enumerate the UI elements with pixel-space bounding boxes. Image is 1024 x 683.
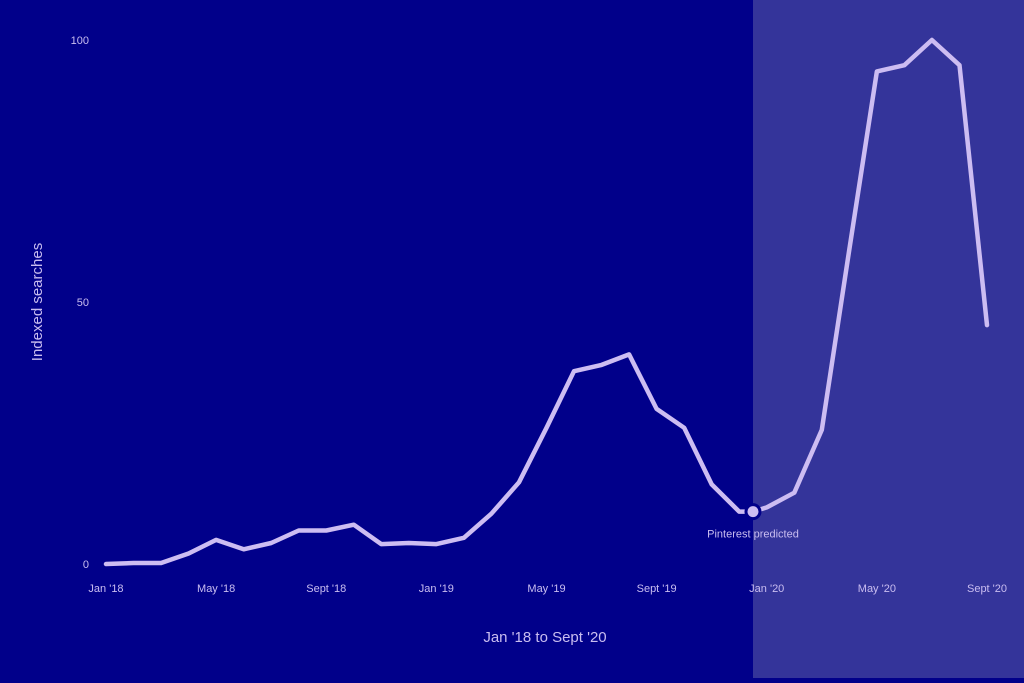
x-axis-ticks: Jan '18 May '18 Sept '18 Jan '19 May '19 Sept…	[88, 583, 1007, 595]
x-tick-label: Jan '19	[419, 583, 454, 595]
x-axis-label: Jan '18 to Sept '20	[483, 629, 606, 646]
y-tick-label: 50	[77, 297, 89, 309]
y-axis-ticks: 0 50 100	[71, 35, 89, 571]
x-tick-label: Sept '19	[637, 583, 677, 595]
x-tick-label: Jan '20	[749, 583, 784, 595]
x-tick-label: Sept '20	[967, 583, 1007, 595]
predicted-region-shading	[752, 0, 1024, 678]
annotation-marker	[744, 503, 762, 521]
annotation-label: Pinterest predicted	[707, 529, 799, 541]
y-tick-label: 100	[71, 35, 89, 47]
x-tick-label: Sept '18	[306, 583, 346, 595]
x-tick-label: Jan '18	[88, 583, 123, 595]
x-tick-label: May '20	[858, 583, 896, 595]
y-axis-label: Indexed searches	[29, 243, 46, 361]
x-tick-label: May '18	[197, 583, 235, 595]
x-tick-label: May '19	[527, 583, 565, 595]
series-line	[103, 37, 990, 567]
y-tick-label: 0	[83, 559, 89, 571]
